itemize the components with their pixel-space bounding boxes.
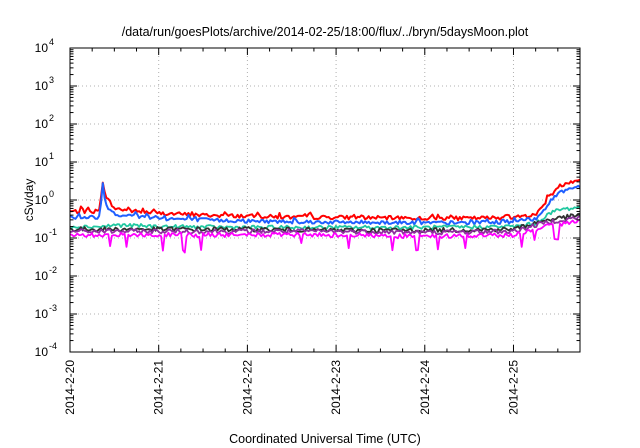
y-tick-base: 10 (35, 345, 49, 359)
x-tick-label: 2014-2-20 (63, 360, 77, 415)
y-tick-exponent: 0 (49, 189, 54, 199)
y-tick-label: 10 4 (35, 37, 54, 55)
series-line (69, 178, 581, 222)
chart-title: /data/run/goesPlots/archive/2014-02-25/1… (122, 25, 529, 39)
y-tick-exponent: 2 (49, 113, 54, 123)
y-tick-label: 10 3 (35, 75, 54, 93)
x-tick-label: 2014-2-25 (506, 360, 520, 415)
y-axis-label: cSv/day (22, 179, 36, 222)
series-line (69, 182, 581, 226)
y-tick-exponent: -2 (49, 265, 57, 275)
y-tick-base: 10 (35, 41, 49, 55)
y-tick-exponent: -1 (49, 227, 57, 237)
x-tick-label: 2014-2-21 (152, 360, 166, 415)
y-tick-label: 10 -2 (35, 265, 57, 283)
x-tick-labels: 2014-2-20 2014-2-21 2014-2-22 2014-2-23 2014… (63, 360, 520, 415)
y-tick-label: 10 0 (35, 189, 54, 207)
y-tick-exponent: 4 (49, 37, 54, 47)
y-tick-base: 10 (35, 307, 49, 321)
y-tick-exponent: 1 (49, 151, 54, 161)
series-line (69, 215, 581, 236)
y-tick-label: 10 -4 (35, 341, 57, 359)
y-tick-base: 10 (35, 79, 49, 93)
y-tick-base: 10 (35, 269, 49, 283)
y-tick-base: 10 (35, 193, 49, 207)
x-tick-label: 2014-2-22 (240, 360, 254, 415)
tick-marks (69, 47, 580, 353)
x-tick-label: 2014-2-24 (418, 360, 432, 415)
y-tick-label: 10 -1 (35, 227, 57, 245)
series-line (69, 219, 581, 254)
y-tick-exponent: 3 (49, 75, 54, 85)
x-tick-label: 2014-2-23 (329, 360, 343, 415)
y-tick-base: 10 (35, 155, 49, 169)
y-tick-exponent: -3 (49, 303, 57, 313)
series-group (69, 178, 581, 254)
y-tick-label: 10 1 (35, 151, 54, 169)
grid (70, 48, 580, 352)
y-tick-label: 10 2 (35, 113, 54, 131)
x-axis-label: Coordinated Universal Time (UTC) (229, 432, 421, 446)
y-tick-base: 10 (35, 231, 49, 245)
y-tick-exponent: -4 (49, 341, 57, 351)
y-tick-label: 10 -3 (35, 303, 57, 321)
y-tick-base: 10 (35, 117, 49, 131)
